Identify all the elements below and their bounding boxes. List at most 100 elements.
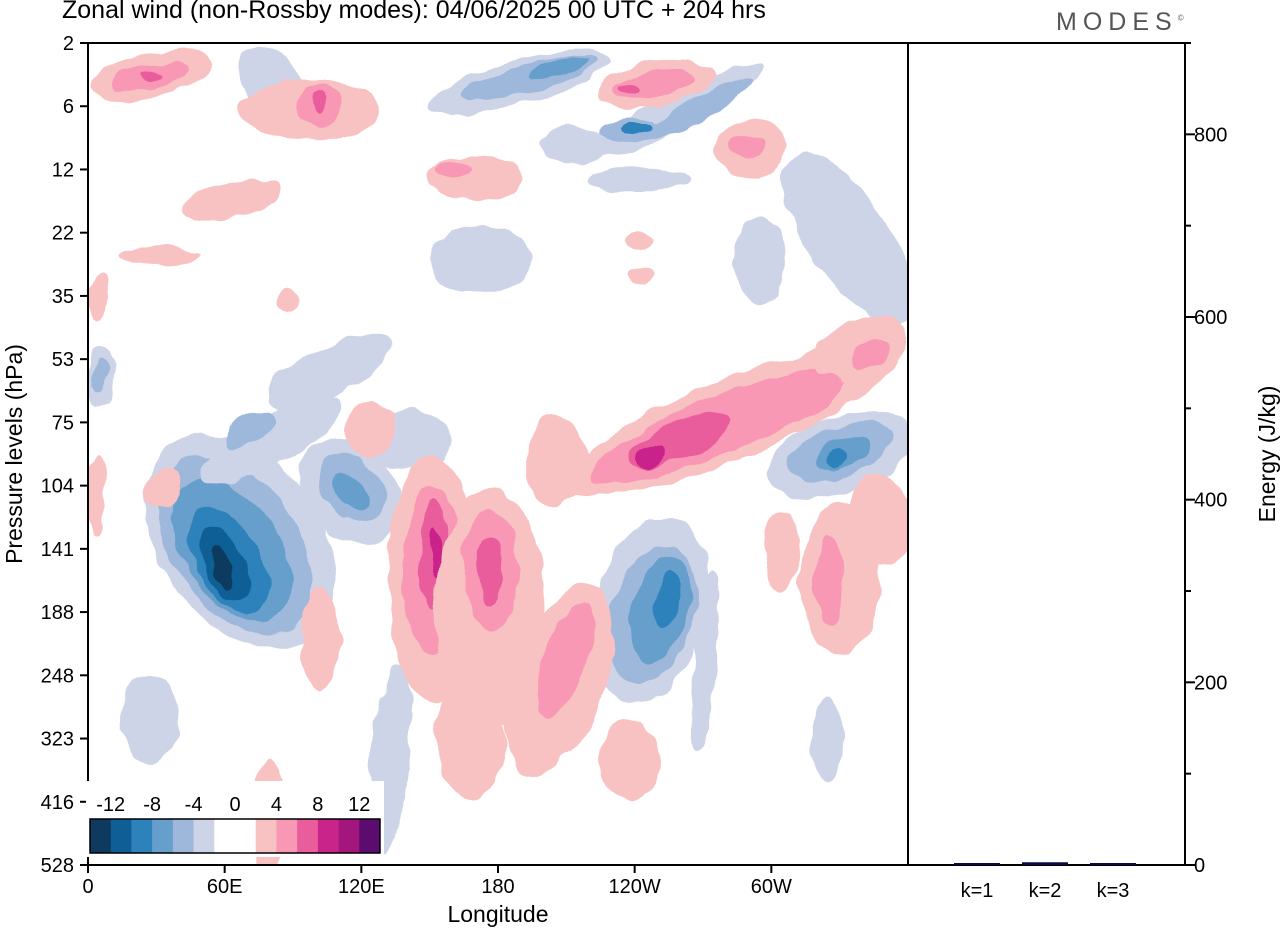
energy-tick-label: 200 [1194, 672, 1227, 694]
positive-wind-region [628, 232, 652, 248]
colorbar-label: 0 [229, 794, 240, 816]
colorbar-border [89, 818, 381, 854]
negative-wind-region [620, 122, 652, 134]
negative-wind-region [223, 410, 277, 450]
positive-wind-region [88, 455, 106, 535]
colorbar-label: -8 [143, 794, 161, 816]
y-axis-title: Pressure levels (hPa) [1, 344, 27, 564]
positive-wind-region [625, 266, 655, 284]
positive-wind-region [845, 475, 908, 565]
energy-axis: 0 200 400 600 800 [1185, 42, 1227, 877]
energy-bar-label: k=2 [1029, 880, 1062, 902]
longitude-tick-label: 0 [82, 876, 93, 898]
longitude-tick-label: 120E [338, 876, 385, 898]
positive-wind-region [180, 180, 280, 220]
negative-wind-region [199, 394, 341, 486]
pressure-tick-label: 104 [41, 476, 74, 498]
positive-wind-region [777, 372, 843, 418]
pressure-tick-label: 22 [52, 223, 74, 245]
energy-tick-label: 400 [1194, 490, 1227, 512]
pressure-tick-label: 12 [52, 159, 74, 181]
positive-wind-region [849, 339, 891, 371]
energy-bar-label: k=1 [961, 880, 994, 902]
energy-frame [908, 42, 1186, 866]
pressure-tick-label: 416 [41, 792, 74, 814]
positive-wind-region [476, 535, 504, 605]
positive-wind-region [300, 590, 340, 690]
colorbar-swatch [131, 819, 153, 853]
x-axis-title: Longitude [447, 901, 548, 927]
positive-wind-region [636, 444, 664, 466]
pressure-tick-label: 2 [63, 33, 74, 55]
colorbar-swatch [235, 819, 257, 853]
colorbar-swatch [152, 819, 174, 853]
pressure-axis: 2 6 12 22 35 53 75 104 141 188 248 323 416 528 [41, 33, 88, 877]
positive-wind-region [620, 85, 640, 95]
energy-bars: k=1 k=2 k=3 [954, 862, 1136, 902]
colorbar-swatch [90, 819, 112, 853]
energy-tick-label: 0 [1194, 855, 1205, 877]
negative-wind-region [813, 695, 843, 785]
positive-wind-region [730, 133, 766, 157]
energy-bar [1090, 863, 1136, 865]
energy-axis-title: Energy (J/kg) [1254, 386, 1280, 523]
energy-bar [954, 863, 1000, 865]
negative-wind-region [783, 154, 908, 326]
chart-title: Zonal wind (non-Rossby modes): 04/06/202… [62, 0, 766, 24]
colorbar-swatch [255, 819, 277, 853]
pressure-tick-label: 141 [41, 539, 74, 561]
negative-wind-region [265, 332, 395, 408]
negative-wind-region [690, 570, 720, 750]
brand-text: MODES [1056, 8, 1178, 36]
positive-wind-region [435, 680, 505, 800]
positive-wind-region [525, 415, 585, 505]
positive-wind-region [120, 245, 200, 265]
pressure-tick-label: 75 [52, 412, 74, 434]
energy-tick-label: 800 [1194, 124, 1227, 146]
colorbar-swatch [317, 819, 340, 853]
positive-wind-region [345, 402, 395, 458]
negative-wind-region [430, 225, 530, 295]
colorbar-label: -4 [185, 794, 203, 816]
colorbar-swatch [276, 819, 298, 853]
positive-wind-region [436, 161, 472, 179]
brand-mark: © [1177, 13, 1184, 23]
positive-wind-region [814, 535, 842, 625]
colorbar-swatch [193, 819, 215, 853]
negative-wind-region [94, 361, 110, 391]
colorbar-swatch [214, 819, 236, 853]
positive-wind-region [312, 92, 324, 112]
colorbar: -12 -8 -4 0 4 8 12 [86, 781, 384, 857]
longitude-axis: 0 60E 120E 180 120W 60W [82, 865, 792, 898]
negative-wind-region [590, 168, 690, 192]
negative-wind-region [735, 215, 785, 305]
pressure-tick-label: 53 [52, 349, 74, 371]
longitude-tick-label: 60W [751, 876, 792, 898]
colorbar-label: 12 [348, 794, 370, 816]
longitude-tick-label: 180 [481, 876, 514, 898]
energy-bar-label: k=3 [1097, 880, 1130, 902]
positive-wind-region [280, 288, 300, 312]
pressure-tick-label: 6 [63, 96, 74, 118]
pressure-tick-label: 248 [41, 665, 74, 687]
negative-wind-region [826, 449, 850, 467]
colorbar-swatch [297, 819, 319, 853]
negative-wind-region [646, 77, 754, 139]
positive-wind-region [430, 525, 442, 575]
negative-wind-region [655, 570, 681, 630]
negative-wind-region [530, 57, 590, 79]
negative-wind-region [540, 125, 610, 165]
positive-wind-region [142, 70, 162, 80]
positive-wind-region [88, 276, 108, 320]
colorbar-swatch [338, 819, 360, 853]
positive-wind-region [535, 603, 595, 717]
contour-field [88, 45, 908, 865]
colorbar-swatch [172, 819, 195, 853]
energy-tick-label: 600 [1194, 307, 1227, 329]
colorbar-label: -12 [96, 794, 125, 816]
colorbar-swatch [110, 819, 132, 853]
pressure-tick-label: 323 [41, 729, 74, 751]
colorbar-label: 8 [312, 794, 323, 816]
positive-wind-region [764, 510, 800, 590]
longitude-tick-label: 60E [207, 876, 243, 898]
